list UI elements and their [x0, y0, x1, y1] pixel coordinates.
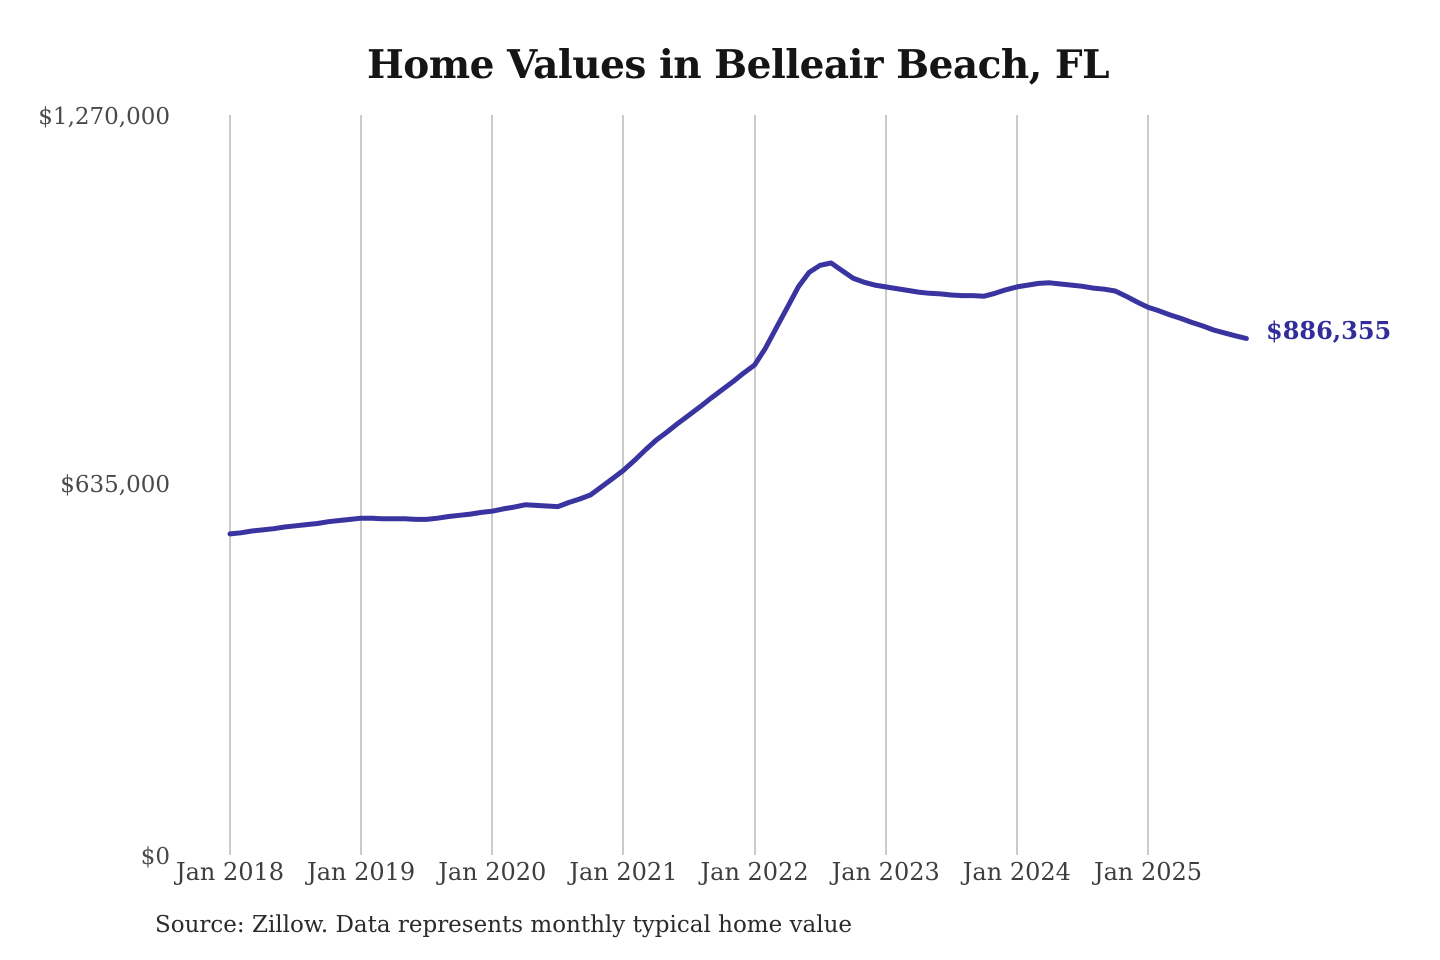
gridline-jan-2025 [1147, 115, 1149, 855]
gridline-jan-2023 [884, 115, 887, 855]
chart-title: Home Values in Belleair Beach, FL [366, 42, 1110, 88]
x-axis-tick-label: Jan 2018 [175, 858, 285, 886]
source-note: Source: Zillow. Data represents monthly … [155, 912, 853, 938]
gridline-jan-2021 [622, 115, 625, 855]
x-axis-tick-label: Jan 2019 [307, 858, 416, 886]
latest-value-label: $886,355 [1266, 316, 1392, 345]
x-axis-tick-label: Jan 2023 [831, 858, 940, 886]
x-axis-tick-label: Jan 2024 [962, 858, 1071, 886]
y-axis-tick-label-zero: $0 [140, 844, 170, 870]
gridline-jan-2024 [1015, 115, 1018, 855]
x-axis-tick-label: Jan 2025 [1093, 858, 1203, 886]
gridline-jan-2022 [753, 115, 756, 855]
x-axis-tick-label: Jan 2020 [438, 858, 547, 886]
y-axis-tick-label-max: $1,270,000 [38, 104, 170, 130]
y-axis-tick-label-mid: $635,000 [60, 472, 170, 498]
x-axis-tick-label: Jan 2022 [700, 858, 809, 886]
gridline-jan-2019 [360, 115, 363, 855]
x-axis-tick-label: Jan 2021 [569, 858, 678, 886]
home-value-series-line [227, 260, 1249, 537]
gridline-jan-2018 [229, 115, 231, 855]
gridline-jan-2020 [491, 115, 494, 855]
